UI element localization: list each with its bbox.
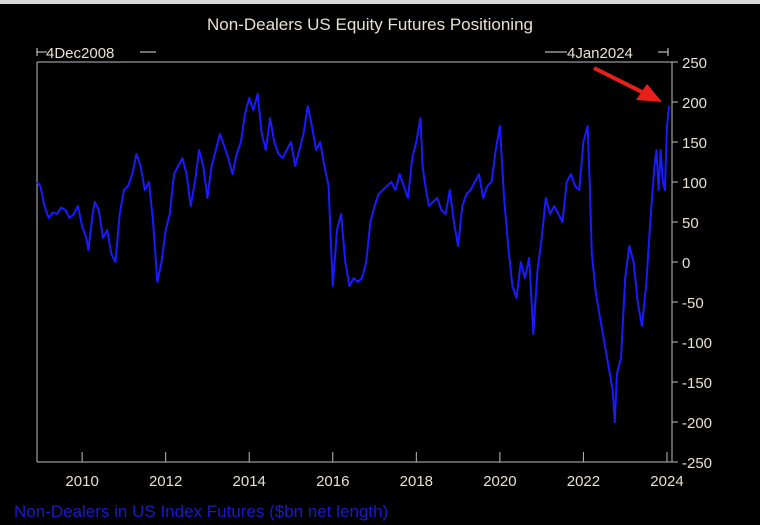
chart-title: Non-Dealers US Equity Futures Positionin… [207, 15, 533, 34]
y-tick-label: -100 [682, 335, 712, 352]
legend-label: Non-Dealers in US Index Futures ($bn net… [14, 502, 388, 521]
y-tick-label: -50 [682, 295, 704, 312]
arrow-head-icon [636, 84, 662, 102]
x-tick-label: 2022 [567, 473, 600, 490]
x-tick-label: 2014 [233, 473, 266, 490]
range-end-label: 4Jan2024 [567, 45, 633, 62]
y-tick-label: -250 [682, 455, 712, 472]
x-tick-label: 2024 [650, 473, 683, 490]
y-tick-label: 200 [682, 95, 707, 112]
y-tick-label: 50 [682, 215, 699, 232]
x-tick-label: 2010 [65, 473, 98, 490]
range-start-label: 4Dec2008 [46, 45, 114, 62]
x-tick-label: 2020 [483, 473, 516, 490]
x-tick-label: 2012 [149, 473, 182, 490]
window-top-border [0, 0, 760, 4]
annotation-arrow [593, 66, 662, 102]
y-tick-label: -150 [682, 375, 712, 392]
x-tick-label: 2016 [316, 473, 349, 490]
x-tick-label: 2018 [400, 473, 433, 490]
y-tick-label: 150 [682, 135, 707, 152]
series-line [36, 93, 671, 423]
y-tick-label: 250 [682, 55, 707, 72]
y-tick-label: 0 [682, 255, 690, 272]
y-tick-label: 100 [682, 175, 707, 192]
date-range-markers: 4Dec2008 4Jan2024 [36, 45, 669, 62]
y-tick-label: -200 [682, 415, 712, 432]
